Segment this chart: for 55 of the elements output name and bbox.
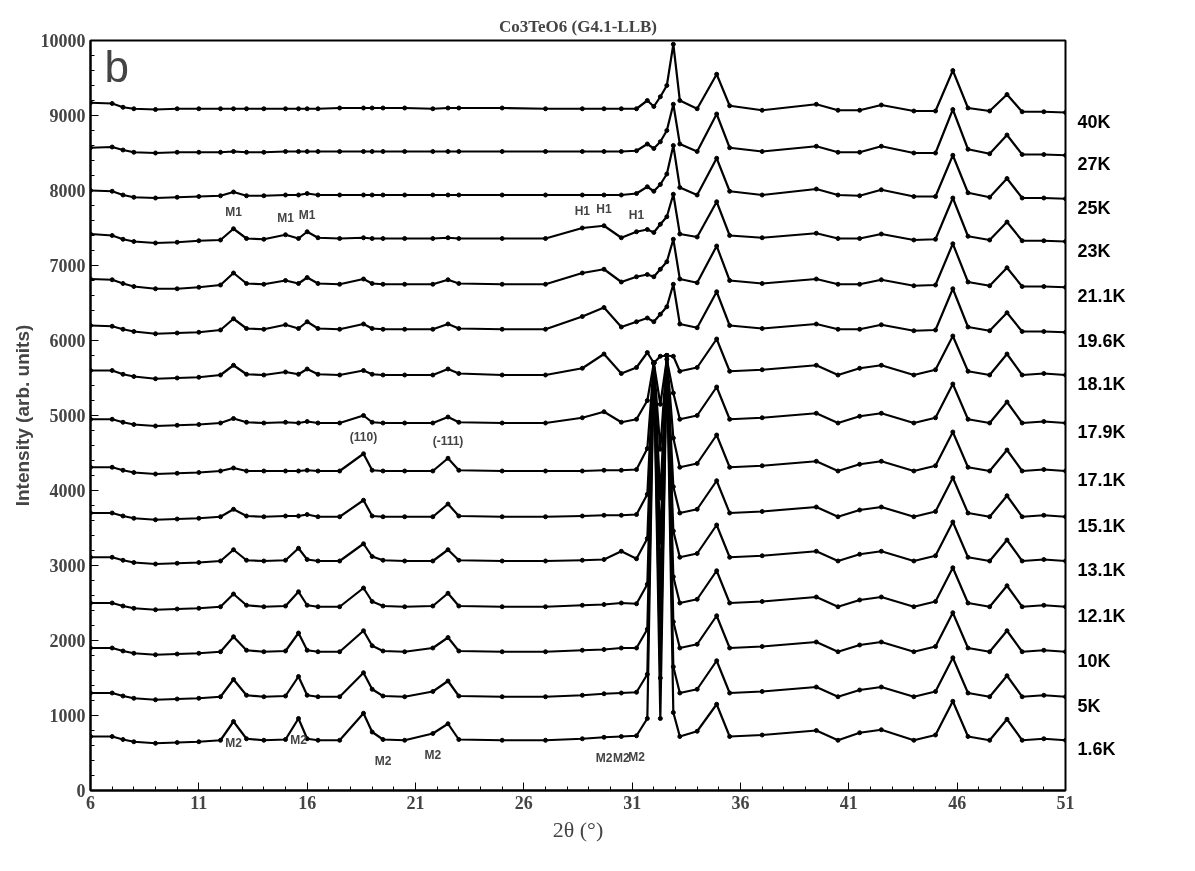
chart-title: Co3TeO6 (G4.1-LLB) [498,16,658,36]
y-tick-label: 9000 [49,106,86,126]
series-label: 19.6K [1077,331,1126,352]
annotation: M2 [628,749,646,764]
series-label: 10K [1077,650,1111,671]
x-tick-label: 36 [731,792,750,813]
annotation: M2 [595,751,613,766]
annotation: M2 [374,753,392,768]
annotation: H1 [628,207,645,222]
y-tick-label: 4000 [49,481,86,501]
annotation: M2 [424,747,442,762]
annotation: M2 [613,750,630,765]
series-label: 1.6K [1077,739,1116,760]
series-label: 12.1K [1077,605,1126,626]
annotation: H1 [596,201,612,216]
y-tick-label: 7000 [49,256,86,276]
series-label: 25K [1077,197,1111,218]
series-label: 27K [1077,154,1111,175]
annotation: M1 [225,204,243,219]
y-axis-title: Intensity (arb. units) [11,324,33,507]
x-axis-title: 2θ (°) [552,816,604,842]
y-tick-label: 8000 [49,181,86,201]
annotation: b [104,41,129,91]
annotation: M1 [298,207,316,222]
x-tick-label: 51 [1056,792,1075,813]
annotation: (110) [349,429,378,444]
x-tick-label: 46 [948,792,967,813]
annotation: M2 [225,735,243,750]
x-tick-label: 26 [514,792,533,813]
series-label: 5K [1077,695,1101,716]
y-tick-label: 10000 [40,31,86,51]
series-label: 18.1K [1077,374,1126,394]
x-tick-label: 41 [839,792,858,813]
y-tick-label: 0 [76,781,86,801]
series-label: 23K [1077,240,1111,261]
series-label: 17.9K [1077,422,1126,442]
y-tick-label: 1000 [49,706,86,726]
y-tick-label: 3000 [49,556,86,576]
x-tick-label: 21 [406,792,425,813]
annotation: H1 [574,204,591,218]
y-tick-label: 2000 [49,631,86,651]
x-tick-label: 6 [86,792,95,813]
series-label: 15.1K [1077,515,1126,536]
annotation: M1 [277,210,295,225]
series-label: 13.1K [1077,560,1126,580]
x-tick-label: 11 [190,792,208,813]
series-label: 21.1K [1077,286,1126,307]
x-tick-label: 31 [623,792,642,813]
series-label: 17.1K [1077,470,1126,490]
series-label: 40K [1077,111,1111,132]
y-tick-label: 5000 [49,406,86,426]
y-tick-label: 6000 [49,331,86,351]
x-tick-label: 16 [298,792,317,813]
annotation: (-111) [432,434,464,449]
annotation: M2 [290,732,308,747]
